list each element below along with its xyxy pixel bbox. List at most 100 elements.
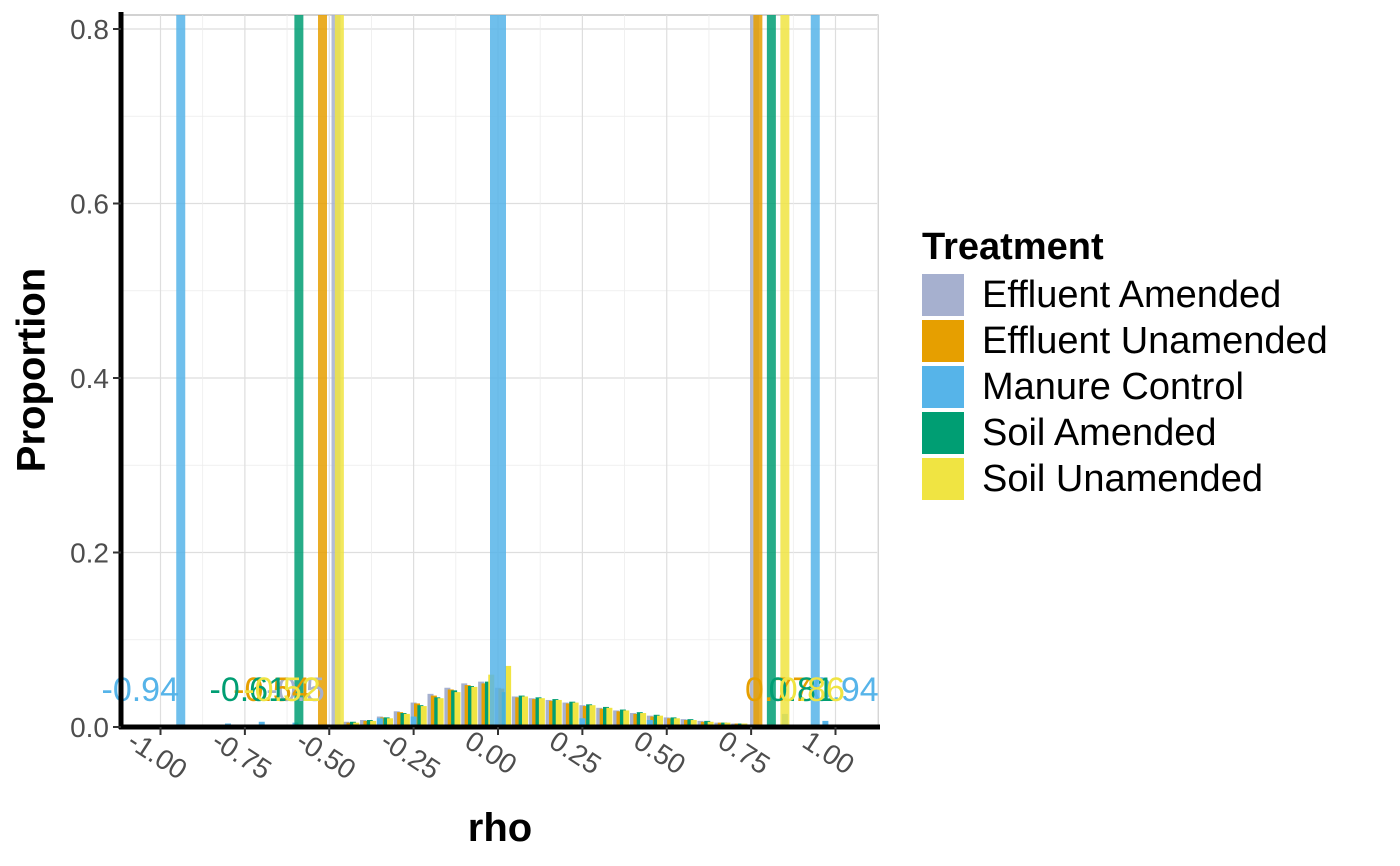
threshold-line: [176, 15, 186, 727]
threshold-lines: [176, 15, 820, 727]
threshold-label: 0.86: [779, 671, 845, 709]
histogram-bar: [454, 692, 461, 727]
histogram-bar: [619, 709, 626, 727]
legend-key: [922, 366, 964, 408]
histogram-bar: [444, 687, 451, 727]
histogram-bar: [484, 681, 491, 727]
histogram-bar: [673, 718, 680, 727]
histogram-bar: [555, 699, 562, 727]
histogram-bar: [616, 711, 623, 727]
legend-key: [922, 458, 964, 500]
histogram-bar: [549, 700, 555, 727]
histogram-bar: [464, 685, 471, 727]
y-tick-label: 0.4: [70, 363, 109, 394]
threshold-line: [294, 15, 304, 727]
x-tick-label: 0.25: [544, 725, 607, 781]
histogram-bar: [589, 705, 596, 727]
histogram-bar: [417, 705, 424, 727]
histogram-bar: [363, 720, 370, 727]
histogram-bar: [646, 720, 653, 727]
x-tick-label: -1.00: [122, 725, 192, 786]
threshold-label: -0.54: [233, 671, 311, 709]
histogram-bar: [657, 715, 663, 727]
threshold-label: 0.94: [813, 671, 879, 709]
histogram-bar: [518, 695, 525, 727]
histogram-bar: [636, 712, 643, 727]
histogram-bar: [437, 698, 444, 727]
histogram-bar: [343, 721, 350, 727]
histogram-bar: [468, 685, 474, 727]
histogram-bar: [528, 698, 535, 727]
x-tick-label: -0.25: [375, 725, 445, 786]
x-tick-label: 1.00: [797, 725, 860, 781]
legend-label: Effluent Unamended: [982, 319, 1328, 362]
histogram-bar: [684, 720, 690, 727]
histogram-bar: [687, 719, 694, 727]
threshold-line: [766, 15, 776, 727]
histogram-bar: [430, 695, 437, 727]
histogram-bar: [650, 716, 657, 727]
histogram-bar: [707, 721, 714, 727]
histogram-bar: [623, 710, 630, 727]
threshold-label: -0.94: [102, 671, 180, 709]
threshold-label: 0.81: [769, 671, 835, 709]
histogram-bar: [258, 721, 265, 727]
histogram-bar: [572, 702, 579, 727]
threshold-line: [810, 15, 820, 727]
histogram-bar: [545, 699, 552, 727]
histogram-bar: [387, 718, 393, 727]
histogram-bar: [511, 696, 518, 727]
histogram-bar: [451, 690, 458, 727]
legend-key: [922, 274, 964, 316]
threshold-label: -0.61: [210, 671, 288, 709]
histogram-bar: [522, 696, 528, 727]
histogram-bar: [596, 707, 603, 727]
threshold-label: 0.77: [745, 671, 811, 709]
threshold-line: [318, 15, 327, 727]
histogram-bar: [653, 714, 660, 727]
histogram-bar: [667, 718, 674, 727]
legend-item: Soil Unamended: [922, 456, 1328, 502]
histogram-bar: [586, 704, 593, 727]
histogram-bar: [582, 706, 589, 727]
x-axis-title: rho: [467, 806, 533, 850]
threshold-label: -0.5: [266, 671, 325, 709]
histogram-bar: [360, 720, 366, 727]
histogram-bar: [700, 721, 707, 727]
threshold-labels: -0.5-0.54 0.77 -0.94 0.94 -0.61 0.81 -0.52 0.86: [102, 671, 879, 709]
threshold-line: [490, 15, 506, 727]
histogram-bar: [640, 713, 647, 727]
legend-item: Manure Control: [922, 364, 1328, 410]
histogram-bar: [420, 706, 427, 727]
histogram-bar: [403, 713, 410, 727]
x-tick-label: 0.00: [460, 725, 523, 781]
histogram-bar: [579, 705, 586, 727]
histogram-bar: [397, 712, 404, 727]
histogram-bar: [532, 699, 539, 727]
x-tick-label: -0.50: [291, 725, 361, 786]
histogram-bar: [427, 693, 434, 727]
histogram-bar: [599, 708, 606, 727]
histogram-bar: [569, 701, 576, 727]
histogram-bar: [565, 703, 572, 727]
histogram-bar: [663, 717, 670, 727]
y-tick-label: 0.8: [70, 14, 109, 45]
histogram-bar: [349, 721, 356, 727]
legend-key: [922, 412, 964, 454]
histogram-bar: [481, 683, 488, 727]
histogram-bar: [434, 697, 441, 727]
histogram-bar: [613, 710, 620, 727]
legend-item: Effluent Amended: [922, 272, 1328, 318]
histogram-bar: [478, 681, 485, 727]
threshold-line: [780, 15, 790, 727]
histogram-bar: [410, 702, 417, 727]
legend-label: Effluent Amended: [982, 273, 1282, 316]
threshold-line: [753, 15, 763, 727]
histogram-bar: [670, 717, 677, 727]
legend-items: Effluent Amended Effluent Unamended Manure…: [922, 272, 1328, 502]
histogram-bar: [393, 711, 400, 727]
x-tick-label: 0.75: [713, 725, 776, 781]
histogram-bar: [383, 717, 390, 727]
histogram-bar: [552, 699, 559, 727]
